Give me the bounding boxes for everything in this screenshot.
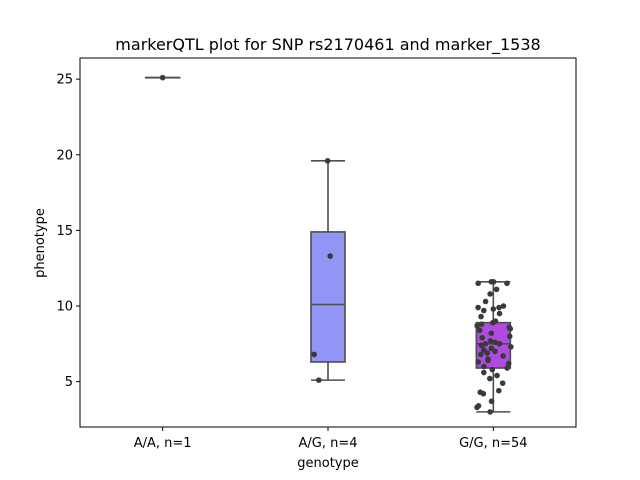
data-point	[324, 158, 331, 164]
data-point	[499, 380, 506, 386]
x-tick-label: A/A, n=1	[134, 436, 192, 451]
data-point	[478, 321, 485, 327]
data-point	[490, 279, 497, 285]
data-point	[315, 377, 322, 383]
data-point	[504, 365, 510, 371]
y-tick-label: 25	[56, 73, 73, 88]
data-point	[504, 280, 510, 287]
data-point	[481, 363, 487, 370]
data-point	[492, 339, 498, 346]
data-point	[487, 337, 494, 344]
data-point	[474, 322, 480, 329]
data-point	[486, 375, 493, 382]
data-point	[480, 390, 487, 397]
data-point	[478, 313, 484, 320]
x-axis-label: genotype	[297, 456, 358, 471]
x-tick-label: A/G, n=4	[298, 436, 357, 451]
data-point	[327, 253, 333, 259]
y-tick-label: 20	[56, 148, 73, 163]
data-point	[492, 348, 498, 355]
data-point	[311, 351, 317, 358]
y-tick-label: 10	[56, 300, 73, 315]
data-point	[474, 404, 480, 411]
data-point	[508, 344, 514, 350]
y-tick-label: 15	[56, 224, 73, 239]
data-point	[496, 341, 503, 347]
plot-area: 5 10 15 20 25 A/A, n=1 A/G, n=4 G/G, n=54	[56, 73, 527, 451]
data-point	[500, 303, 507, 309]
data-point	[159, 74, 166, 81]
y-axis-label: phenotype	[33, 208, 48, 278]
data-point	[480, 307, 487, 314]
data-point	[481, 369, 487, 376]
data-point	[478, 342, 485, 349]
data-point	[475, 280, 481, 287]
box	[310, 231, 346, 363]
data-point	[496, 304, 502, 311]
data-point	[490, 306, 497, 312]
data-point	[482, 298, 489, 305]
data-point	[475, 304, 481, 311]
data-point	[505, 360, 512, 367]
data-point	[496, 310, 503, 317]
x-tick-label: G/G, n=54	[459, 436, 527, 451]
data-point	[494, 372, 500, 379]
data-point	[488, 330, 495, 337]
data-point	[479, 334, 485, 341]
data-point	[487, 291, 493, 297]
data-point	[490, 319, 496, 326]
data-point	[476, 327, 483, 334]
axes-frame	[79, 57, 577, 428]
y-tick-label: 5	[65, 375, 73, 390]
data-point	[506, 333, 513, 340]
data-point	[496, 387, 502, 394]
chart-title: markerQTL plot for SNP rs2170461 and mar…	[115, 35, 540, 55]
data-point	[507, 325, 514, 332]
data-point	[484, 350, 491, 356]
data-point	[488, 398, 495, 405]
data-point	[478, 351, 484, 358]
data-point	[475, 359, 482, 365]
data-point	[485, 357, 491, 364]
data-point	[493, 286, 500, 293]
data-point	[487, 409, 493, 415]
data-point	[500, 353, 506, 359]
data-point	[489, 366, 496, 373]
